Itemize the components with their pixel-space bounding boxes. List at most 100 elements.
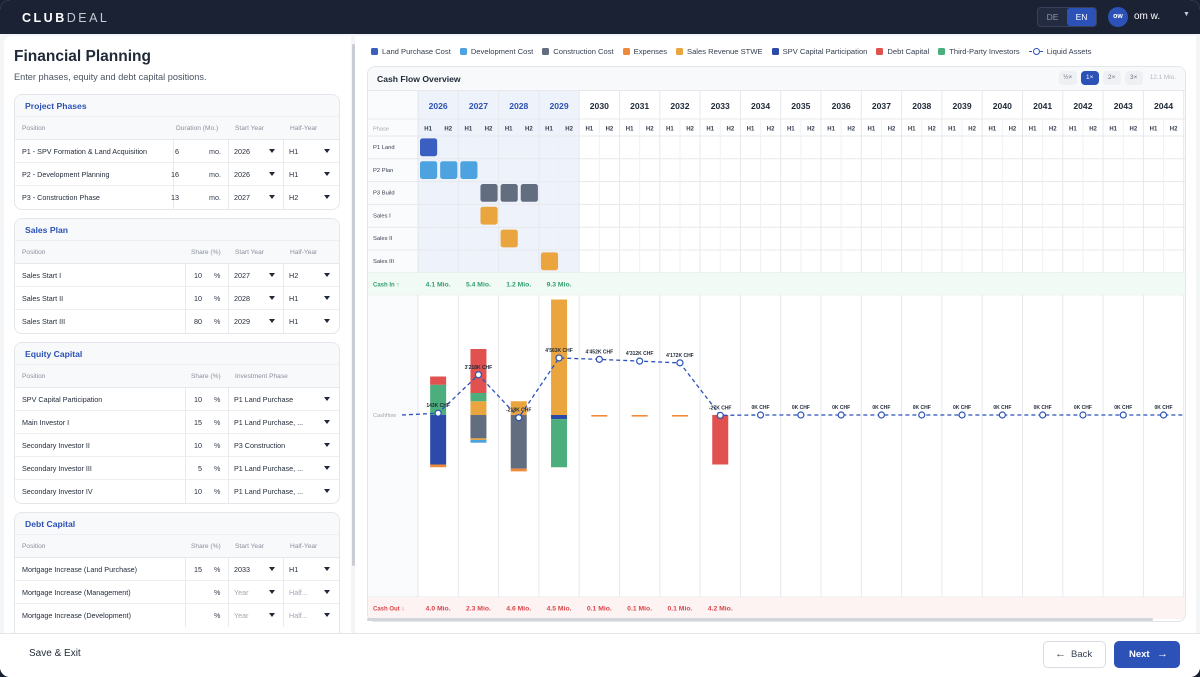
- half-year-select[interactable]: Half...: [289, 611, 308, 620]
- chevron-down-icon[interactable]: [269, 195, 275, 199]
- zoom-half-button[interactable]: ½×: [1058, 71, 1077, 85]
- cashflow-bar-segment[interactable]: [712, 415, 729, 465]
- share-input[interactable]: 10: [194, 271, 202, 280]
- phase-block[interactable]: [500, 229, 518, 248]
- zoom-3x-button[interactable]: 3×: [1124, 71, 1143, 85]
- chevron-down-icon[interactable]: [324, 613, 330, 617]
- save-exit-button[interactable]: Save & Exit: [29, 648, 81, 659]
- cashflow-bar-segment[interactable]: [591, 415, 608, 417]
- start-year-select[interactable]: 2027: [234, 193, 250, 202]
- zoom-2x-button[interactable]: 2×: [1102, 71, 1121, 85]
- chevron-down-icon[interactable]: [324, 397, 330, 401]
- cashflow-bar-segment[interactable]: [430, 415, 447, 465]
- language-en-button[interactable]: EN: [1067, 8, 1096, 26]
- chevron-down-icon[interactable]: [269, 319, 275, 323]
- liquid-assets-point[interactable]: [1079, 411, 1087, 419]
- chevron-down-icon[interactable]: [324, 466, 330, 470]
- half-year-select[interactable]: H1: [289, 147, 299, 156]
- cashflow-bar-segment[interactable]: [671, 415, 688, 417]
- cashflow-bar-segment[interactable]: [470, 393, 487, 402]
- half-year-select[interactable]: H1: [289, 170, 299, 179]
- investment-phase-select[interactable]: P1 Land Purchase, ...: [234, 487, 304, 496]
- cashflow-bar-segment[interactable]: [430, 376, 447, 385]
- phase-block[interactable]: [440, 161, 458, 179]
- chevron-down-icon[interactable]: [324, 172, 330, 176]
- liquid-assets-point[interactable]: [1119, 411, 1127, 419]
- chevron-down-icon[interactable]: [269, 273, 275, 277]
- liquid-assets-point[interactable]: [716, 411, 724, 419]
- share-input[interactable]: 5: [198, 464, 202, 473]
- chevron-down-icon[interactable]: [324, 195, 330, 199]
- liquid-assets-point[interactable]: [918, 411, 926, 419]
- share-input[interactable]: 10: [194, 395, 202, 404]
- start-year-select[interactable]: Year: [234, 588, 249, 597]
- chevron-down-icon[interactable]: [324, 420, 330, 424]
- liquid-assets-point[interactable]: [958, 411, 966, 419]
- liquid-assets-point[interactable]: [474, 371, 483, 379]
- cashflow-bar-segment[interactable]: [470, 349, 487, 393]
- half-year-select[interactable]: Half...: [289, 588, 308, 597]
- investment-phase-select[interactable]: P1 Land Purchase: [234, 395, 294, 404]
- half-year-select[interactable]: H2: [289, 271, 299, 280]
- next-button[interactable]: Next →: [1114, 641, 1180, 668]
- user-name[interactable]: om w.: [1134, 11, 1161, 22]
- start-year-select[interactable]: 2033: [234, 565, 250, 574]
- cashflow-bar-segment[interactable]: [470, 415, 487, 439]
- phase-block[interactable]: [480, 206, 498, 225]
- avatar[interactable]: ow: [1108, 7, 1128, 27]
- investment-phase-select[interactable]: P1 Land Purchase, ...: [234, 418, 304, 427]
- cashflow-bar-segment[interactable]: [551, 419, 568, 468]
- cashflow-bar-segment[interactable]: [470, 439, 487, 443]
- chevron-down-icon[interactable]: [269, 296, 275, 300]
- left-panel-scrollbar[interactable]: [352, 44, 355, 566]
- cashflow-bar-segment[interactable]: [551, 415, 568, 420]
- chevron-down-icon[interactable]: [324, 489, 330, 493]
- liquid-assets-point[interactable]: [676, 359, 684, 367]
- liquid-assets-point[interactable]: [515, 414, 523, 422]
- back-button[interactable]: ← Back: [1043, 641, 1106, 668]
- share-input[interactable]: [182, 581, 202, 604]
- half-year-select[interactable]: H1: [289, 317, 299, 326]
- share-input[interactable]: 15: [194, 565, 202, 574]
- chevron-down-icon[interactable]: [324, 149, 330, 153]
- chevron-down-icon[interactable]: ▼: [1183, 11, 1190, 18]
- cashflow-bar-segment[interactable]: [430, 384, 447, 415]
- share-input[interactable]: 10: [194, 441, 202, 450]
- liquid-assets-point[interactable]: [636, 357, 644, 365]
- share-input[interactable]: 80: [194, 317, 202, 326]
- liquid-assets-point[interactable]: [1159, 411, 1168, 419]
- cashflow-bar-segment[interactable]: [631, 415, 648, 417]
- chevron-down-icon[interactable]: [324, 273, 330, 277]
- chevron-down-icon[interactable]: [269, 567, 275, 571]
- cashflow-bar-segment[interactable]: [470, 401, 487, 415]
- phase-block[interactable]: [520, 184, 538, 202]
- duration-input[interactable]: 16: [171, 170, 179, 179]
- phase-block[interactable]: [460, 161, 478, 179]
- liquid-assets-point[interactable]: [1039, 411, 1047, 419]
- chevron-down-icon[interactable]: [324, 319, 330, 323]
- chart-horizontal-scrollbar[interactable]: [367, 618, 1153, 621]
- liquid-assets-point[interactable]: [434, 409, 442, 417]
- phase-block[interactable]: [480, 184, 498, 202]
- cashflow-bar-segment[interactable]: [510, 401, 527, 415]
- cashflow-bar-segment[interactable]: [510, 468, 527, 472]
- logo[interactable]: CLUBDEAL: [22, 11, 109, 25]
- investment-phase-select[interactable]: P1 Land Purchase, ...: [234, 464, 304, 473]
- chevron-down-icon[interactable]: [269, 613, 275, 617]
- start-year-select[interactable]: 2028: [234, 294, 250, 303]
- chevron-down-icon[interactable]: [324, 567, 330, 571]
- chevron-down-icon[interactable]: [324, 296, 330, 300]
- half-year-select[interactable]: H2: [289, 193, 299, 202]
- phase-block[interactable]: [420, 138, 438, 157]
- start-year-select[interactable]: 2027: [234, 271, 250, 280]
- liquid-assets-point[interactable]: [756, 411, 765, 419]
- share-input[interactable]: [182, 604, 202, 627]
- start-year-select[interactable]: Year: [234, 611, 249, 620]
- cashflow-bar-segment[interactable]: [510, 415, 527, 469]
- language-de-button[interactable]: DE: [1046, 12, 1059, 22]
- cashflow-bar-segment[interactable]: [470, 438, 487, 440]
- half-year-select[interactable]: H1: [289, 294, 299, 303]
- start-year-select[interactable]: 2026: [234, 147, 250, 156]
- investment-phase-select[interactable]: P3 Construction: [234, 441, 286, 450]
- start-year-select[interactable]: 2026: [234, 170, 250, 179]
